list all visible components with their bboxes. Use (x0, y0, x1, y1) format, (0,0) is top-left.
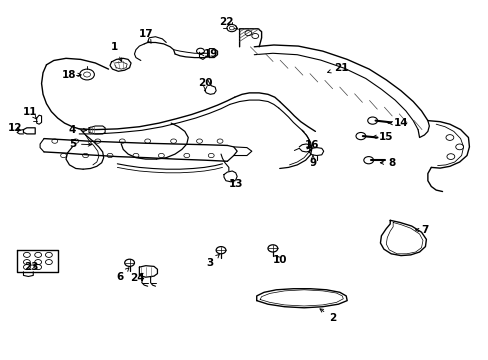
Text: 10: 10 (272, 255, 286, 265)
Text: 14: 14 (387, 118, 407, 128)
Text: 16: 16 (304, 140, 319, 150)
Text: 5: 5 (69, 139, 91, 149)
Text: 19: 19 (200, 49, 218, 59)
Text: 1: 1 (111, 42, 122, 61)
Text: 20: 20 (198, 78, 212, 91)
Text: 7: 7 (415, 225, 428, 235)
Text: 11: 11 (23, 107, 38, 120)
Text: 21: 21 (327, 63, 348, 73)
Text: 24: 24 (130, 273, 145, 283)
Text: 22: 22 (218, 17, 238, 29)
Text: 2: 2 (319, 309, 335, 323)
Text: 23: 23 (24, 262, 39, 272)
Text: 6: 6 (116, 268, 129, 282)
Text: 8: 8 (380, 158, 395, 168)
Text: 17: 17 (138, 29, 153, 43)
Text: 15: 15 (372, 132, 393, 142)
Text: 12: 12 (7, 123, 22, 133)
Text: 13: 13 (228, 179, 243, 189)
Text: 3: 3 (206, 255, 219, 268)
Text: 4: 4 (68, 125, 86, 135)
Text: 18: 18 (62, 70, 81, 80)
Text: 9: 9 (309, 155, 316, 168)
